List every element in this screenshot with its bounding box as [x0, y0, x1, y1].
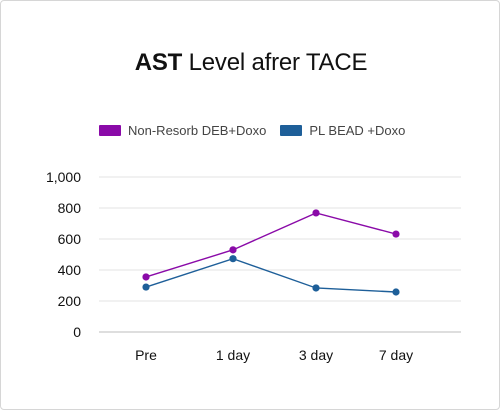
series-2-point — [392, 288, 400, 296]
x-tick-label: 1 day — [216, 347, 250, 363]
legend-item-series-2: PL BEAD +Doxo — [280, 123, 405, 138]
chart-title-bold: AST — [134, 49, 183, 76]
legend-swatch-series-1 — [99, 125, 121, 136]
y-tick-label: 400 — [58, 262, 82, 278]
x-tick-label: 3 day — [299, 347, 333, 363]
x-tick-label: 7 day — [379, 347, 413, 363]
y-tick-label: 800 — [58, 200, 82, 216]
y-tick-label: 600 — [58, 231, 82, 247]
y-tick-label: 0 — [73, 324, 81, 340]
series-line-2 — [145, 257, 397, 293]
chart-title: AST Level afrer TACE — [1, 49, 500, 77]
legend-item-series-1: Non-Resorb DEB+Doxo — [99, 123, 266, 138]
x-tick-label: Pre — [135, 347, 157, 363]
legend-label-series-1: Non-Resorb DEB+Doxo — [128, 123, 267, 138]
series-2-point — [229, 255, 237, 263]
legend-swatch-series-2 — [280, 125, 303, 136]
series-2-point — [142, 283, 150, 291]
y-tick-label: 200 — [58, 293, 82, 309]
series-1-point — [142, 273, 150, 281]
legend-label-series-2: PL BEAD +Doxo — [309, 123, 406, 138]
series-1-point — [392, 230, 400, 238]
series-2-point — [312, 284, 320, 292]
series-line-1 — [145, 212, 397, 278]
chart-legend: Non-Resorb DEB+Doxo PL BEAD +Doxo — [99, 123, 419, 138]
series-1-point — [229, 246, 237, 254]
chart-title-rest: Level afrer TACE — [182, 49, 368, 76]
series-1-point — [312, 209, 320, 217]
y-tick-label: 1,000 — [46, 169, 81, 185]
